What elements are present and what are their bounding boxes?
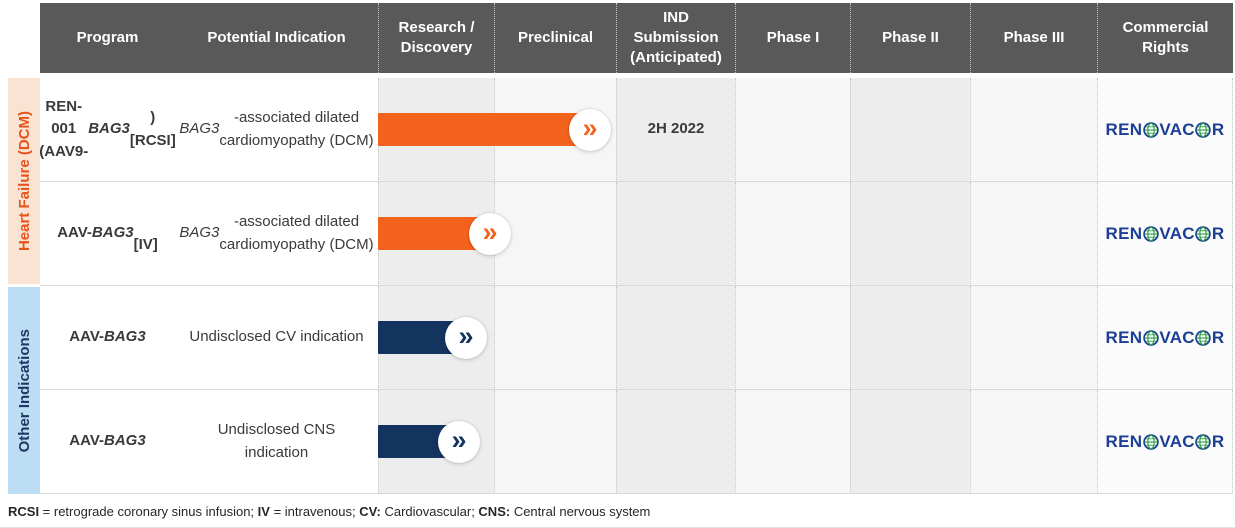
phase-cell [616,286,735,390]
indication-cell: Undisclosed CNS indication [175,390,378,494]
commercial-rights-cell: REN VAC R [1097,182,1233,286]
progress-marker: » [438,421,480,463]
column-header-phase-3: Phase III [970,3,1097,73]
column-header-commercial-rights: Commercial Rights [1097,3,1233,73]
renovacor-logo: REN VAC R [1105,327,1225,347]
column-header-phase-2: Phase II [850,3,970,73]
group-label: Other Indications [15,328,33,453]
commercial-rights-cell: REN VAC R [1097,390,1233,494]
program-cell: AAV- BAG3 [40,286,175,390]
renovacor-logo: REN VAC R [1105,223,1225,243]
indication-cell: BAG3 -associated dilated cardiomyopathy (D… [175,182,378,286]
phase-cell [494,182,616,286]
group-label: Heart Failure (DCM) [15,110,33,252]
program-cell: AAV- BAG3 [40,390,175,494]
column-header-potential-indication: Potential Indication [175,3,378,73]
table-header: Program Potential Indication Research / D… [40,3,1233,73]
globe-icon [1195,433,1212,450]
indication-cell: Undisclosed CV indication [175,286,378,390]
chevron-double-icon: » [582,113,598,143]
phase-cell [494,390,616,494]
globe-icon [1195,225,1212,242]
progress-marker: » [469,213,511,255]
table-row: AAV- BAG3 Undisclosed CNS indication REN V… [40,390,1233,494]
phase-cell [616,182,735,286]
phase-cell [616,390,735,494]
phase-cell [735,390,850,494]
ind-submission-cell: 2H 2022 [616,78,735,182]
phase-cell [850,78,970,182]
group-band-heart-failure: Heart Failure (DCM) [8,78,40,284]
column-header-research-discovery: Research / Discovery [378,3,494,73]
program-cell: AAV- BAG3 [IV] [40,182,175,286]
phase-cell [735,286,850,390]
phase-cell [735,182,850,286]
indication-cell: BAG3 -associated dilated cardiomyopathy (D… [175,78,378,182]
commercial-rights-cell: REN VAC R [1097,78,1233,182]
globe-icon [1143,121,1159,138]
phase-cell [970,182,1097,286]
table-row: AAV- BAG3 [IV] BAG3 -associated dilated card… [40,182,1233,286]
column-header-program: Program [40,3,175,73]
renovacor-logo: REN VAC R [1105,431,1225,451]
phase-cell [970,78,1097,182]
globe-icon [1143,329,1159,346]
globe-icon [1143,433,1159,450]
phase-cell [850,390,970,494]
progress-marker: » [445,317,487,359]
globe-icon [1143,225,1159,242]
pipeline-table: Program Potential Indication Research / D… [39,3,1233,494]
program-cell: REN-001 (AAV9- BAG3) [RCSI] [39,78,176,182]
progress-bar [378,113,590,146]
commercial-rights-cell: REN VAC R [1097,286,1233,390]
phase-cell [735,78,850,182]
globe-icon [1195,329,1212,346]
progress-marker: » [569,109,611,151]
abbreviations-footnote: RCSI = retrograde coronary sinus infusio… [8,504,651,519]
phase-cell [850,286,970,390]
table-row: AAV- BAG3 Undisclosed CV indication REN V… [40,286,1233,390]
globe-icon [1195,121,1212,138]
column-header-ind-submission: IND Submission (Anticipated) [616,3,735,73]
chevron-double-icon: » [458,321,474,351]
column-header-preclinical: Preclinical [494,3,616,73]
phase-cell [970,390,1097,494]
chevron-double-icon: » [451,425,467,455]
phase-cell [970,286,1097,390]
column-header-phase-1: Phase I [735,3,850,73]
phase-cell [494,286,616,390]
chevron-double-icon: » [482,217,498,247]
group-band-other-indications: Other Indications [8,287,40,494]
table-row: REN-001 (AAV9- BAG3) [RCSI] BAG3 -associated… [39,78,1233,182]
phase-cell [850,182,970,286]
renovacor-logo: REN VAC R [1105,119,1225,139]
